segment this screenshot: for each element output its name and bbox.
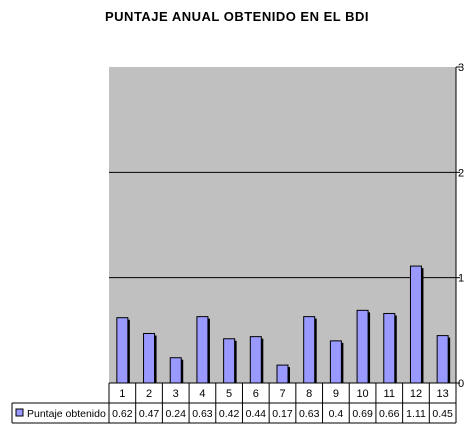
y-tick-label-0: 0 [458,378,464,390]
legend-label: Puntaje obtenido [27,408,106,420]
data-label-5: 0.42 [219,408,240,420]
bar-10 [356,309,369,384]
category-label-1: 1 [119,388,125,400]
data-label-8: 0.63 [299,408,320,420]
bar-3 [169,357,182,384]
bar-13 [436,335,449,384]
y-tick-label-2: 2 [458,167,464,179]
legend-swatch [15,408,24,417]
category-label-7: 7 [279,388,285,400]
bar-12 [409,265,422,384]
data-label-9: 0.4 [329,408,344,420]
data-label-2: 0.47 [139,408,160,420]
category-label-9: 9 [333,388,339,400]
bar-8 [303,316,316,384]
y-axis: 0 1 2 3 [455,62,464,390]
grid-lines [109,171,456,279]
data-label-7: 0.17 [272,408,293,420]
plot-area [109,67,456,383]
data-label-12: 1.11 [406,408,426,420]
bar-2 [143,332,156,384]
bar-11 [383,312,396,384]
bar-5 [223,338,236,384]
category-label-3: 3 [173,388,179,400]
data-label-3: 0.24 [166,408,187,420]
category-label-11: 11 [384,388,395,400]
category-label-8: 8 [306,388,312,400]
y-tick-label-3: 3 [458,62,464,74]
category-label-6: 6 [253,388,259,400]
category-label-10: 10 [356,388,368,400]
y-tick-label-1: 1 [458,273,464,285]
data-label-10: 0.69 [352,408,373,420]
data-label-13: 0.45 [432,408,453,420]
data-label-4: 0.63 [192,408,213,420]
data-label-11: 0.66 [379,408,400,420]
category-label-13: 13 [437,388,449,400]
category-label-12: 12 [410,388,422,400]
data-table: 1 0.62 2 0.47 3 0.24 4 0.63 5 0.42 6 0.44 7 0.17 8 0.63… [11,382,457,424]
bar-1 [116,317,129,384]
bar-9 [329,340,342,384]
category-label-5: 5 [226,388,232,400]
bar-6 [249,336,262,384]
category-label-4: 4 [199,388,205,400]
chart-title: PUNTAJE ANUAL OBTENIDO EN EL BDI [105,9,369,24]
bar-4 [196,316,209,384]
category-label-2: 2 [146,388,152,400]
data-label-1: 0.62 [112,408,133,420]
bars [116,265,451,384]
bar-7 [276,364,289,384]
data-label-6: 0.44 [246,408,267,420]
